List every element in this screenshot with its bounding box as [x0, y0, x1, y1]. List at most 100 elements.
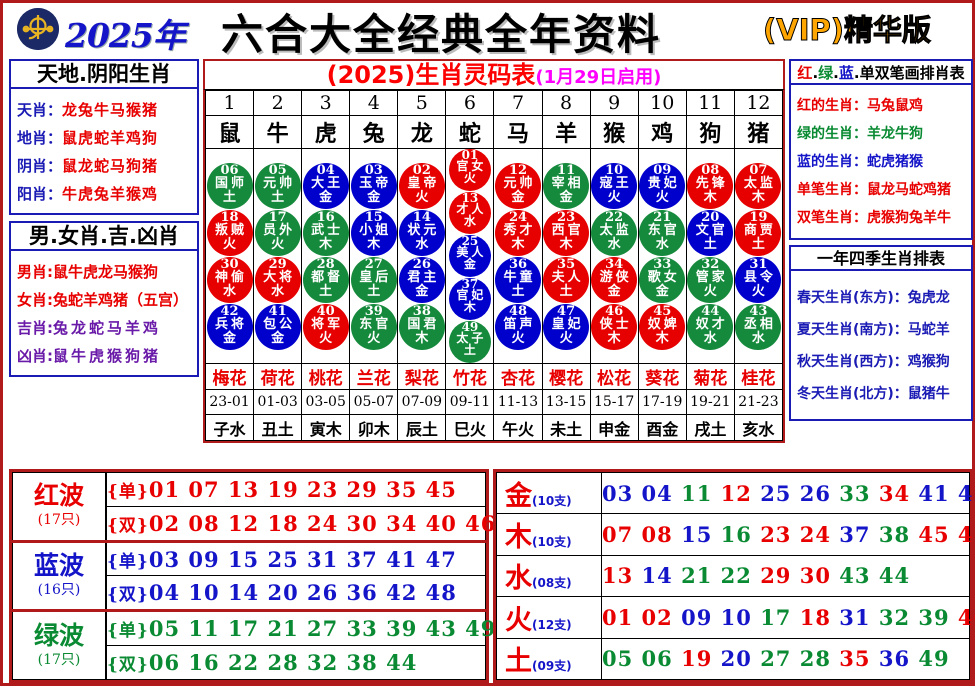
ball-title: 太监	[743, 175, 776, 191]
ball-title: 将军	[311, 316, 344, 332]
element-number: 45	[918, 522, 950, 548]
column-number: 11	[685, 90, 735, 116]
number-ball[interactable]: 16 武士木	[302, 209, 349, 256]
ball-element: 土	[271, 189, 285, 205]
number-ball[interactable]: 49 太子土	[448, 321, 491, 363]
ball-number: 28	[316, 256, 335, 272]
number-ball[interactable]: 17 员外火	[254, 209, 301, 256]
ball-column: 04 大王金 16 武士木 28 都督土 40 将军火	[301, 148, 351, 364]
list-item: 阳肖：牛虎兔羊猴鸡	[17, 185, 159, 203]
number-ball[interactable]: 01 官女火	[448, 149, 491, 191]
element-number: 43	[839, 563, 871, 589]
number-ball[interactable]: 45 奴婢木	[639, 303, 686, 350]
ball-element: 土	[559, 283, 573, 299]
number-ball[interactable]: 09 贵妃火	[639, 162, 686, 209]
element-number: 16	[720, 522, 752, 548]
number-ball[interactable]: 26 君主金	[398, 256, 445, 303]
number-ball[interactable]: 23 西官木	[543, 209, 590, 256]
time-range: 11-13	[493, 389, 543, 415]
number-ball[interactable]: 05 元帅土	[254, 162, 301, 209]
ball-element: 火	[607, 189, 621, 205]
number-ball[interactable]: 03 玉帝金	[350, 162, 397, 209]
number-ball[interactable]: 37 官妃木	[448, 278, 491, 320]
element-number: 35	[839, 646, 871, 672]
ball-title: 奴才	[695, 316, 728, 332]
ball-title: 官女	[456, 159, 487, 173]
ball-element: 金	[367, 189, 381, 205]
number-ball[interactable]: 43 丞相水	[735, 303, 782, 350]
number-ball[interactable]: 36 牛童土	[495, 256, 541, 303]
number-ball[interactable]: 28 都督土	[302, 256, 349, 303]
element-number: 23	[760, 522, 792, 548]
number-ball[interactable]: 25 美人金	[448, 235, 491, 277]
number-ball[interactable]: 10 寇王火	[591, 162, 638, 209]
element-number: 30	[799, 563, 831, 589]
number-ball[interactable]: 44 奴才水	[687, 303, 734, 350]
number-ball[interactable]: 46 侠士木	[591, 303, 638, 350]
ball-title: 西官	[551, 222, 584, 238]
zodiac-animal: 鼠	[204, 115, 255, 149]
flower-name: 樱花	[541, 363, 591, 390]
number-ball[interactable]: 31 县令火	[735, 256, 782, 303]
number-ball[interactable]: 41 包公金	[254, 303, 301, 350]
flower-name: 荷花	[253, 363, 303, 390]
number-ball[interactable]: 13 才人水	[448, 191, 491, 234]
ball-title: 皇妃	[551, 316, 584, 332]
number-ball[interactable]: 02 皇帝火	[398, 162, 445, 209]
ball-element: 金	[463, 257, 476, 271]
number-ball[interactable]: 14 状元水	[398, 209, 445, 256]
ball-number: 17	[268, 209, 287, 225]
number-ball[interactable]: 32 管家火	[687, 256, 734, 303]
number-ball[interactable]: 20 文官土	[687, 209, 734, 256]
number-ball[interactable]: 15 小姐木	[350, 209, 397, 256]
ball-title: 员外	[263, 222, 296, 238]
number-ball[interactable]: 29 大将水	[254, 256, 301, 303]
number-ball[interactable]: 47 皇妃火	[543, 303, 590, 350]
number-ball[interactable]: 35 夫人土	[543, 256, 590, 303]
number-ball[interactable]: 34 游侠金	[591, 256, 638, 303]
ball-number: 13	[461, 191, 479, 205]
element-numbers: 05 06 19 20 27 28 35 36 49	[601, 637, 970, 681]
number-ball[interactable]: 24 秀才木	[495, 209, 541, 256]
number-ball[interactable]: 11 宰相金	[543, 162, 590, 209]
number-ball[interactable]: 30 神偷水	[206, 256, 253, 303]
right-panel: 红.绿.蓝.单双笔画排肖表 红的生肖：马兔鼠鸡 绿的生肖：羊龙牛狗 蓝的生肖：蛇…	[789, 59, 973, 421]
number-ball[interactable]: 08 先锋木	[687, 162, 734, 209]
number-ball[interactable]: 40 将军火	[302, 303, 349, 350]
number-ball[interactable]: 48 笛声火	[495, 303, 541, 350]
element-name: 木	[505, 522, 532, 554]
ball-number: 32	[701, 256, 720, 272]
ball-element: 水	[415, 236, 429, 252]
number-ball[interactable]: 22 太监水	[591, 209, 638, 256]
ball-title: 才人	[456, 202, 487, 216]
ball-number: 44	[701, 303, 720, 319]
ball-number: 46	[605, 303, 624, 319]
ball-number: 10	[605, 162, 624, 178]
element-count: (10支)	[532, 493, 572, 508]
element-number: 06	[641, 646, 673, 672]
element-number: 24	[799, 522, 831, 548]
element-number: 44	[878, 563, 911, 589]
element-number: 36	[878, 646, 911, 672]
element-number: 49	[918, 646, 950, 672]
element-number: 18	[799, 604, 831, 630]
number-ball[interactable]: 18 叛贼火	[206, 209, 253, 256]
flower-name: 松花	[589, 363, 639, 390]
number-ball[interactable]: 07 太监木	[735, 162, 782, 209]
number-ball[interactable]: 21 东官水	[639, 209, 686, 256]
ball-element: 木	[511, 236, 525, 252]
number-ball[interactable]: 19 商贾土	[735, 209, 782, 256]
number-ball[interactable]: 42 兵将金	[206, 303, 253, 350]
number-ball[interactable]: 39 东官火	[350, 303, 397, 350]
number-ball[interactable]: 04 大王金	[302, 162, 349, 209]
number-ball[interactable]: 06 国师土	[206, 162, 253, 209]
ball-element: 土	[511, 283, 525, 299]
number-ball[interactable]: 33 歌女金	[639, 256, 686, 303]
ball-title: 游侠	[599, 269, 632, 285]
element-number: 07	[602, 522, 634, 548]
ball-title: 大将	[263, 269, 296, 285]
ball-title: 叛贼	[215, 222, 248, 238]
number-ball[interactable]: 27 皇后土	[350, 256, 397, 303]
number-ball[interactable]: 38 国君木	[398, 303, 445, 350]
number-ball[interactable]: 12 元帅金	[495, 162, 541, 209]
